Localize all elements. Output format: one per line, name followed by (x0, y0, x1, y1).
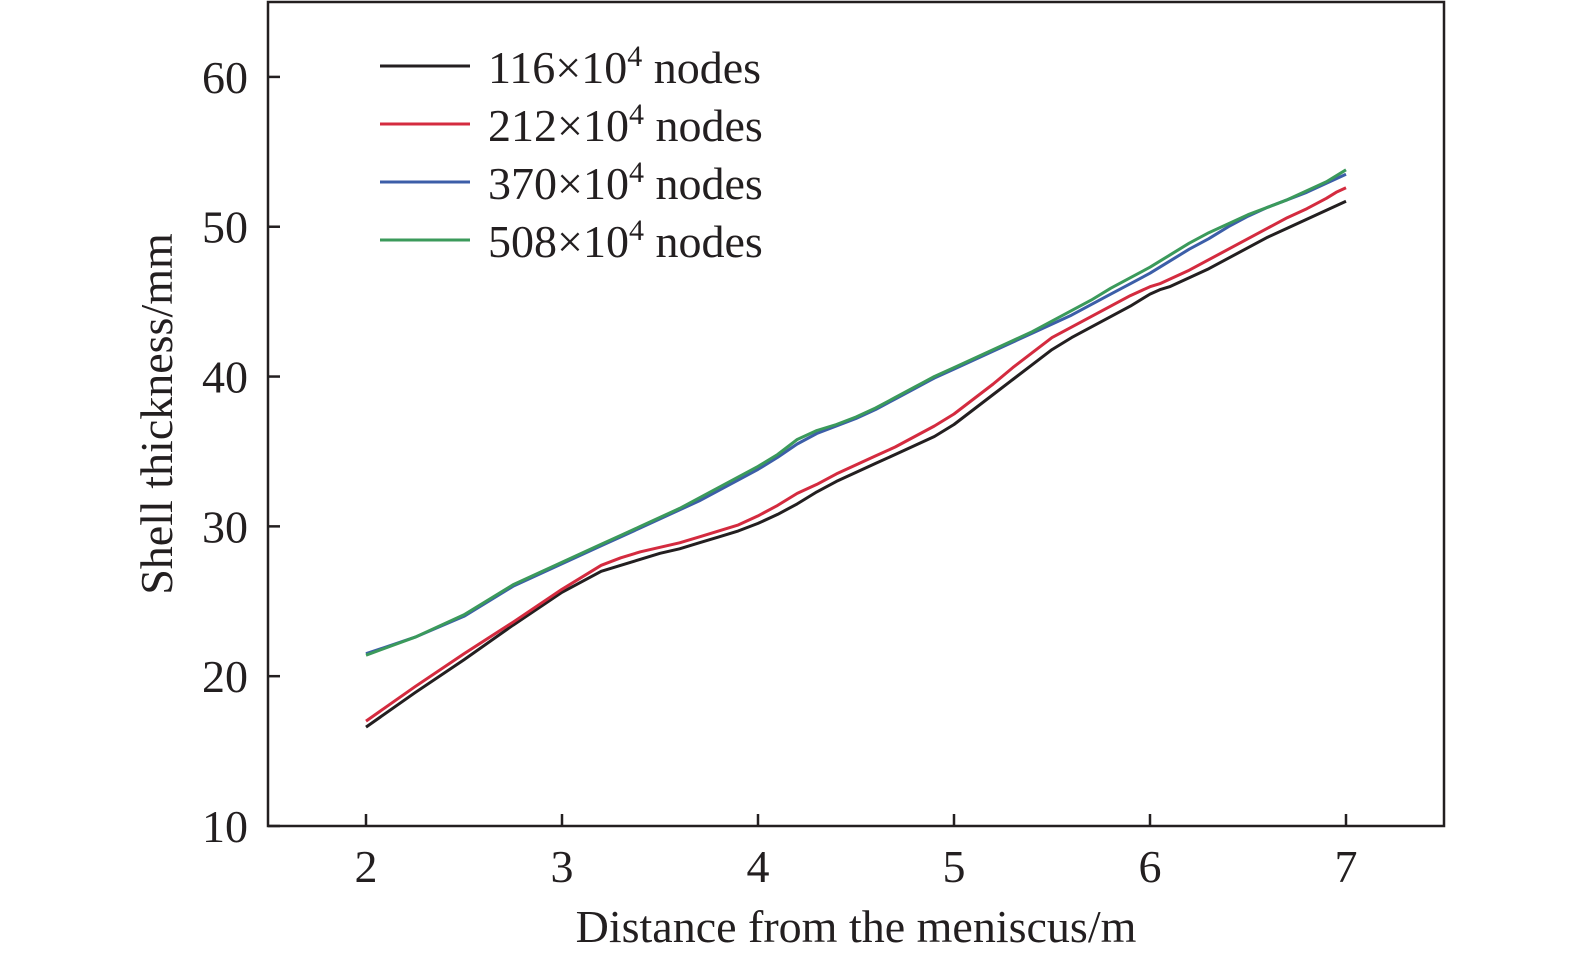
legend-label-1: 212×104 nodes (488, 98, 763, 151)
legend-label-0: 116×104 nodes (488, 40, 761, 93)
x-tick-label: 2 (355, 841, 378, 892)
y-tick-label: 10 (202, 801, 248, 852)
legend-label-exponent: 4 (629, 214, 644, 247)
legend-label-exponent: 4 (629, 156, 644, 189)
y-axis-ticks: 10 20 30 40 50 60 (202, 52, 280, 852)
legend-label-base: 116×10 (488, 42, 627, 93)
legend-label-base: 212×10 (488, 100, 629, 151)
legend-label-exponent: 4 (629, 98, 644, 131)
legend-label-suffix: nodes (644, 216, 763, 267)
y-tick-label: 50 (202, 202, 248, 253)
y-axis-label: Shell thickness/mm (131, 233, 182, 595)
plot-frame (266, 0, 1446, 828)
legend-label-3: 508×104 nodes (488, 214, 763, 267)
x-tick-label: 5 (943, 841, 966, 892)
x-tick-label: 7 (1335, 841, 1358, 892)
legend-label-exponent: 4 (627, 40, 642, 73)
x-tick-label: 3 (551, 841, 574, 892)
legend-label-2: 370×104 nodes (488, 156, 763, 209)
legend-label-base: 508×10 (488, 216, 629, 267)
y-tick-label: 60 (202, 52, 248, 103)
x-tick-label: 4 (747, 841, 770, 892)
series-lines (365, 168, 1347, 729)
y-tick-label: 20 (202, 651, 248, 702)
x-axis-ticks: 2 3 4 5 6 7 (355, 814, 1358, 892)
y-tick-label: 30 (202, 501, 248, 552)
legend-label-suffix: nodes (644, 100, 763, 151)
legend-label-base: 370×10 (488, 158, 629, 209)
x-axis-label: Distance from the meniscus/m (576, 901, 1137, 952)
x-tick-label: 6 (1139, 841, 1162, 892)
legend-label-suffix: nodes (642, 42, 761, 93)
series-line-1 (365, 186, 1347, 723)
y-tick-label: 40 (202, 352, 248, 403)
series-line-3 (365, 168, 1347, 657)
legend-label-suffix: nodes (644, 158, 763, 209)
series-line-0 (365, 199, 1347, 729)
